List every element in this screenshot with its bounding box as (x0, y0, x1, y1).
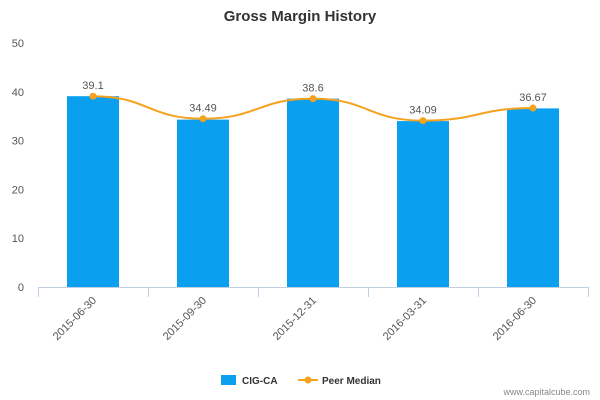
legend: CIG-CA Peer Median (221, 375, 381, 387)
x-tick-label: 2015-12-31 (271, 295, 319, 343)
peer-median-data-label: 39.1 (82, 80, 103, 92)
y-tick-label: 50 (12, 38, 24, 50)
bar-2016-06-30 (507, 108, 559, 287)
bar-2015-06-30 (67, 96, 119, 287)
peer-median-point-2015-06-30 (89, 92, 97, 100)
legend-swatch-peer-median-marker (304, 376, 312, 384)
peer-median-point-2016-06-30 (529, 104, 537, 112)
y-tick-label: 30 (12, 136, 24, 148)
peer-median-data-label: 34.49 (189, 103, 217, 115)
x-tick-label: 2015-09-30 (161, 295, 209, 343)
peer-median-point-2015-12-31 (309, 95, 317, 103)
legend-label-peer-median: Peer Median (322, 376, 381, 387)
x-tick-label: 2015-06-30 (51, 295, 99, 343)
y-tick-label: 10 (12, 233, 24, 245)
legend-label-cig-ca: CIG-CA (242, 376, 278, 387)
x-axis: 2015-06-30 2015-09-30 2015-12-31 2016-03-31… (38, 287, 589, 343)
bar-2016-03-31 (397, 121, 449, 287)
y-tick-label: 0 (18, 282, 24, 294)
peer-median-series: 39.1 34.49 38.6 34.09 36.67 (82, 80, 547, 125)
y-tick-label: 20 (12, 184, 24, 196)
peer-median-point-2015-09-30 (199, 115, 207, 123)
chart-title: Gross Margin History (224, 8, 377, 25)
x-tick-label: 2016-06-30 (491, 295, 539, 343)
watermark: www.capitalcube.com (502, 387, 590, 397)
peer-median-data-label: 36.67 (519, 92, 547, 104)
bar-2015-09-30 (177, 119, 229, 287)
peer-median-data-label: 34.09 (409, 105, 437, 117)
y-axis: 0 10 20 30 40 50 (12, 38, 24, 294)
peer-median-data-label: 38.6 (302, 83, 323, 95)
peer-median-point-2016-03-31 (419, 117, 427, 125)
bar-series (67, 96, 559, 287)
bar-2015-12-31 (287, 98, 339, 287)
legend-swatch-cig-ca (221, 375, 236, 385)
y-tick-label: 40 (12, 87, 24, 99)
x-tick-label: 2016-03-31 (381, 295, 429, 343)
